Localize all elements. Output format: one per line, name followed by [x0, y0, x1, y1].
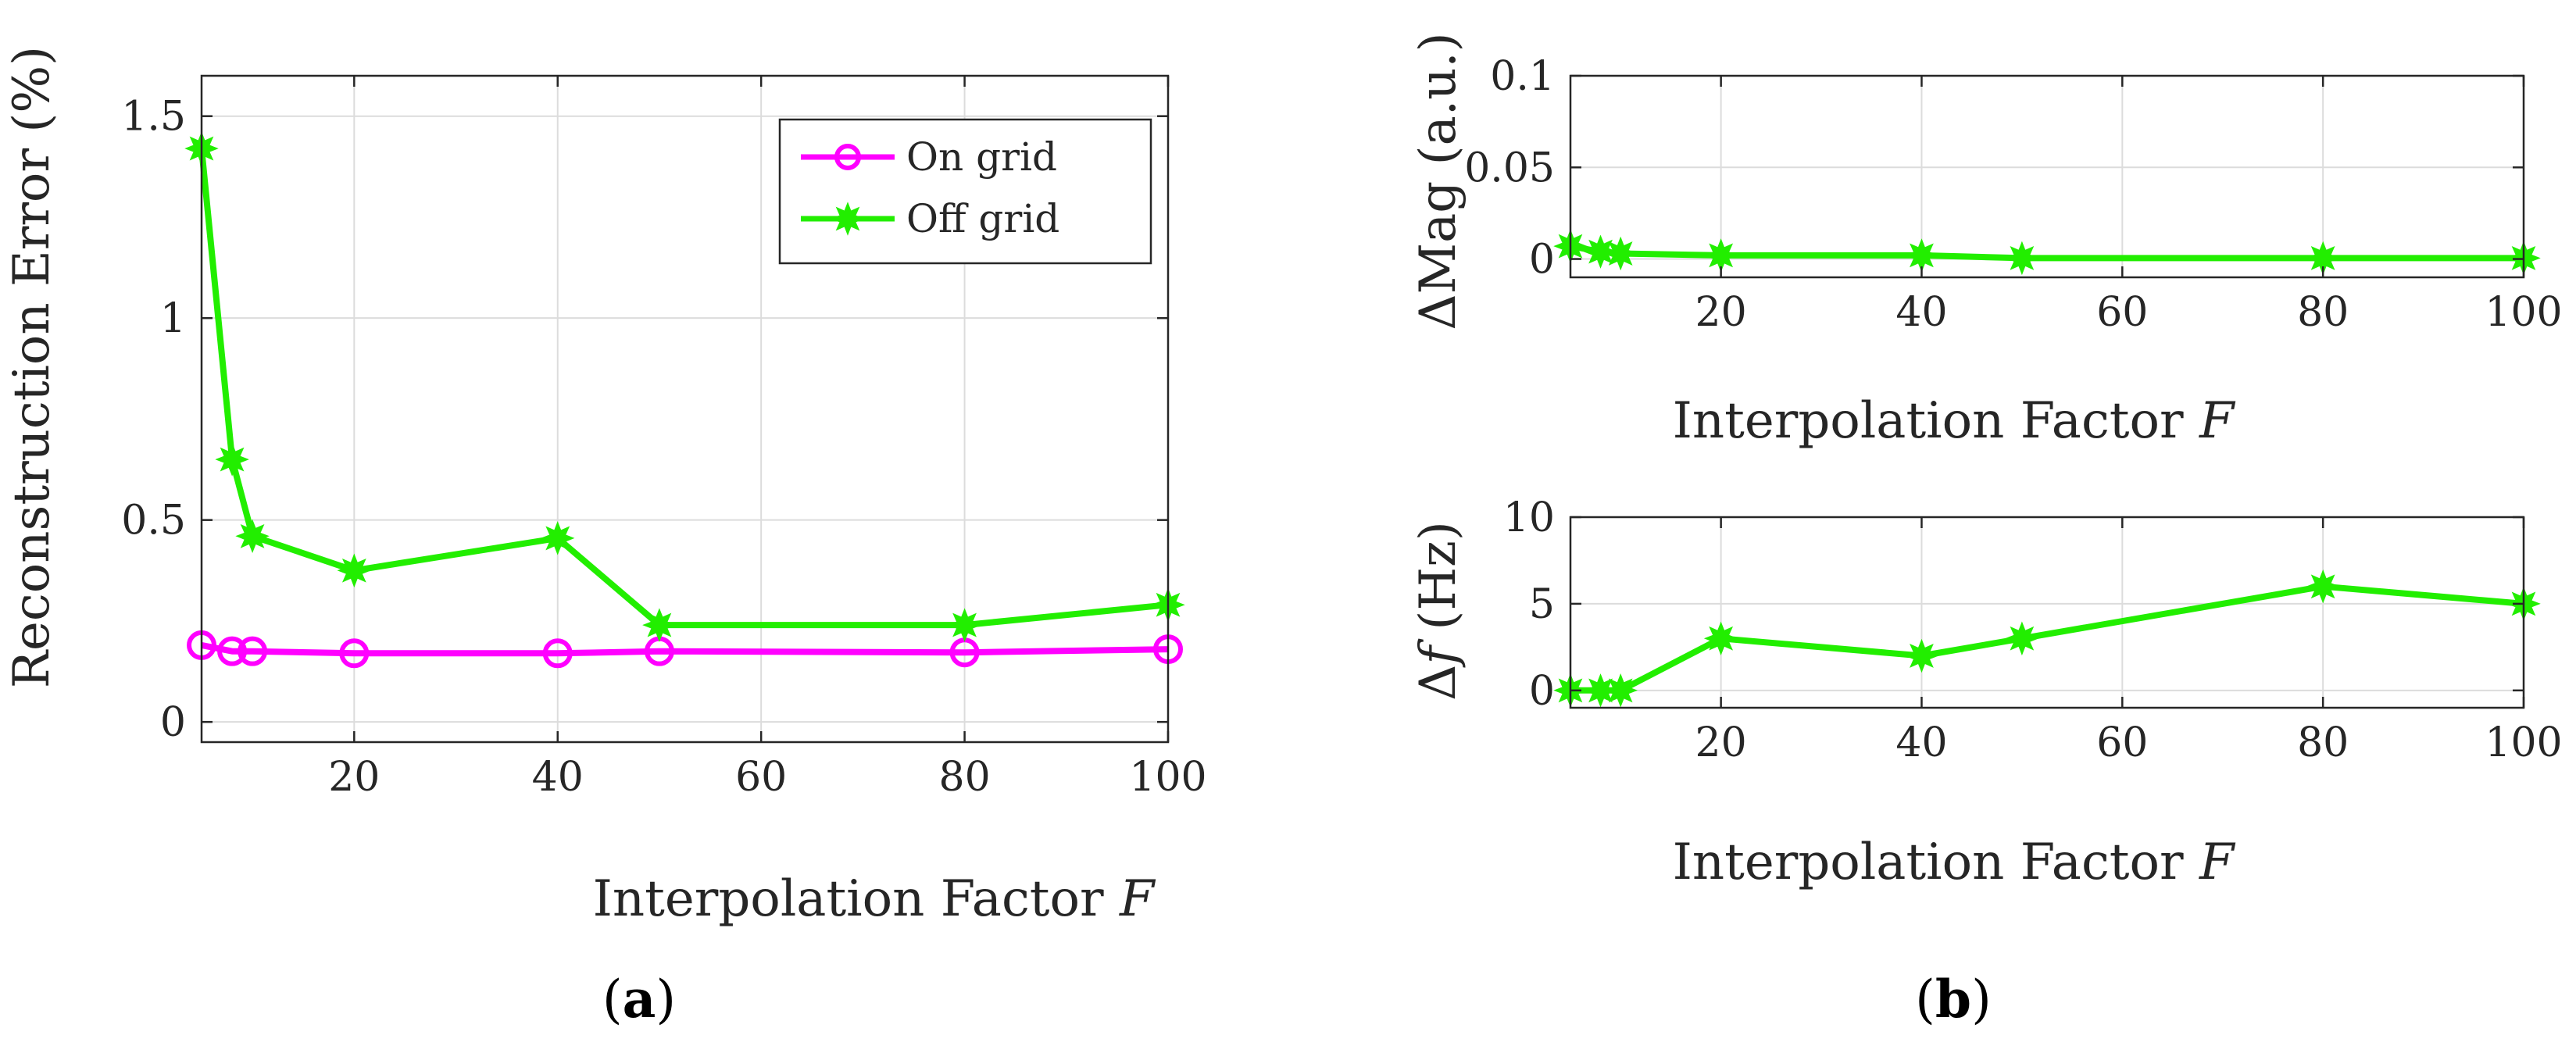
x-tick-label: 60 [2096, 719, 2148, 766]
data-point-on-grid [217, 636, 248, 666]
data-point-off-grid [235, 519, 270, 554]
panel-b-bottom-x-axis-label: Interpolation Factor F [1673, 834, 2236, 891]
data-point-on-grid [542, 638, 573, 669]
panel-a-y-axis-label: Reconstruction Error (%) [3, 46, 61, 688]
x-tick-label: 20 [1695, 289, 1747, 336]
x-tick-label: 40 [532, 754, 584, 801]
panel-b-top-ticks: 20 40 60 80 100 0 0.05 0.1 [1464, 53, 2562, 336]
legend-off-grid-marker [831, 202, 865, 236]
panel-b-bottom-ticks: 20 40 60 80 100 0 5 10 [1503, 494, 2563, 766]
panel-a-ticks: 20 40 60 80 100 0 0.5 1 1.5 [121, 76, 1207, 801]
panel-a-reconstruction-error: 20 40 60 80 100 0 0.5 1 1.5 Reconstruction Error… [3, 46, 1207, 1030]
legend-off-grid-label: Off grid [906, 196, 1059, 241]
legend-off-grid-star [831, 202, 865, 236]
y-tick-label: 10 [1503, 494, 1555, 541]
x-tick-label: 40 [1895, 289, 1947, 336]
x-tick-label: 100 [2485, 289, 2562, 336]
panel-b-caption: (b) [1915, 969, 1992, 1030]
y-tick-label: 0 [160, 699, 186, 746]
panel-b-frequency-error: 20 40 60 80 100 0 5 10 Δf (Hz) Interpolation Fa… [1409, 494, 2563, 1030]
y-tick-label: 1.5 [121, 94, 186, 141]
panel-b-top-y-axis-label: ΔMag (a.u.) [1409, 32, 1467, 330]
y-tick-label: 5 [1529, 581, 1555, 628]
panel-b-bottom-y-axis-label: Δf (Hz) [1409, 521, 1467, 701]
x-tick-label: 80 [2297, 719, 2349, 766]
panel-a-x-axis-label: Interpolation Factor F [593, 870, 1156, 928]
data-point-off-grid [1904, 238, 1939, 273]
y-tick-label: 0.1 [1490, 53, 1555, 100]
data-point-off-grid [1583, 234, 1618, 269]
panel-b-top-series [1553, 229, 2541, 276]
panel-b-top-x-axis-label: Interpolation Factor F [1673, 392, 2236, 450]
x-tick-label: 80 [938, 754, 990, 801]
data-point-off-grid [215, 442, 249, 477]
data-point-off-grid [540, 521, 575, 555]
y-tick-label: 0 [1529, 237, 1555, 284]
x-tick-label: 20 [328, 754, 380, 801]
x-tick-label: 100 [1129, 754, 1206, 801]
panel-b-bottom-grid [1570, 516, 2524, 708]
data-point-off-grid [947, 608, 982, 642]
data-point-on-grid [339, 638, 370, 669]
data-point-off-grid [2005, 621, 2039, 656]
x-tick-label: 80 [2297, 289, 2349, 336]
panel-a-axes-box [200, 74, 1170, 744]
data-point-off-grid [1703, 238, 1738, 273]
legend-box [778, 118, 1152, 265]
data-point-off-grid [1904, 638, 1939, 673]
y-tick-label: 0.5 [121, 498, 186, 544]
panel-a-caption: (a) [602, 969, 676, 1030]
data-point-off-grid [337, 553, 372, 588]
data-point-off-grid [1603, 236, 1638, 271]
panel-b-bottom-series [1553, 569, 2541, 708]
series-line-on-grid [201, 641, 1169, 657]
panel-b-top-axes-box [1569, 74, 2525, 279]
data-point-off-grid [1603, 673, 1638, 708]
legend-on-grid-label: On grid [906, 134, 1057, 180]
legend-on-grid-marker [834, 144, 861, 170]
series-line-off-grid [198, 148, 1169, 629]
data-point-off-grid [1703, 621, 1738, 656]
data-point-off-grid [2005, 241, 2039, 276]
data-point-off-grid [2306, 569, 2340, 604]
x-tick-label: 40 [1895, 719, 1947, 766]
y-tick-label: 1 [160, 295, 186, 342]
panel-a-legend: On grid Off grid [778, 118, 1152, 265]
x-tick-label: 60 [2096, 289, 2148, 336]
x-tick-label: 100 [2485, 719, 2562, 766]
y-tick-label: 0.05 [1464, 145, 1555, 191]
data-point-on-grid [238, 636, 268, 666]
panel-b-magnitude-error: 20 40 60 80 100 0 0.05 0.1 ΔMag (a.u.) Interpol… [1409, 32, 2563, 450]
data-point-off-grid [1583, 673, 1618, 708]
x-tick-label: 20 [1695, 719, 1747, 766]
data-point-off-grid [642, 608, 677, 642]
y-tick-label: 0 [1529, 668, 1555, 715]
x-tick-label: 60 [735, 754, 787, 801]
panel-b-bottom-axes-box [1569, 516, 2525, 709]
